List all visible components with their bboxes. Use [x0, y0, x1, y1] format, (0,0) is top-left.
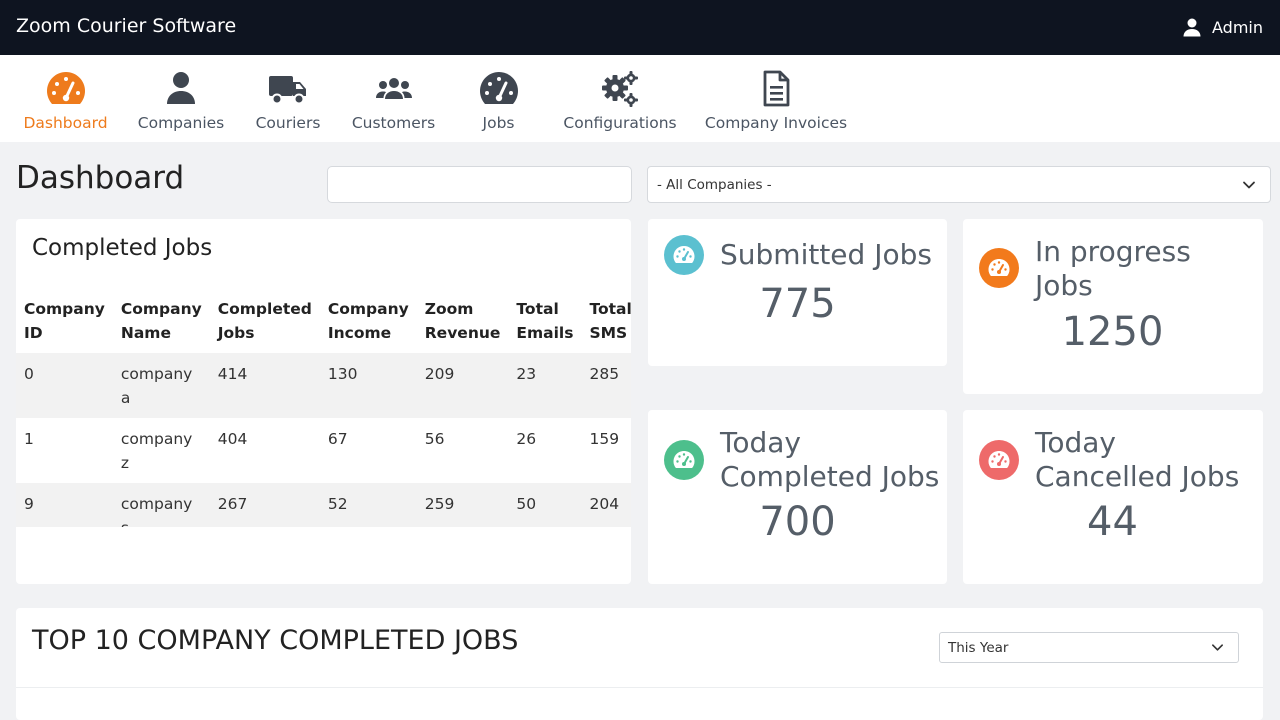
cell-company-id: 9	[16, 483, 113, 527]
nav-label: Customers	[351, 114, 436, 132]
user-icon	[1183, 18, 1201, 37]
nav-item-companies[interactable]: Companies	[137, 55, 225, 142]
table-row[interactable]: 9 company s 267 52 259 50 204	[16, 483, 631, 527]
user-menu[interactable]: Admin	[1182, 17, 1263, 37]
search-input[interactable]	[327, 166, 632, 203]
chevron-down-icon	[1243, 181, 1255, 189]
cell-total-emails: 23	[508, 353, 582, 418]
nav-label: Configurations	[563, 114, 677, 132]
truck-icon	[269, 76, 306, 105]
cell-company-income: 130	[319, 353, 417, 418]
cell-company-id: 1	[16, 418, 113, 483]
nav-item-configurations[interactable]: Configurations	[563, 55, 677, 142]
tachometer-icon	[673, 246, 695, 263]
cell-completed-jobs: 267	[209, 483, 320, 527]
column-header-company-id[interactable]: Company ID	[24, 300, 105, 342]
nav-label: Couriers	[255, 114, 321, 132]
cell-completed-jobs: 414	[209, 353, 320, 418]
card-divider	[16, 687, 1263, 688]
cell-company-income: 52	[319, 483, 417, 527]
column-header-completed-jobs[interactable]: Completed Jobs	[217, 300, 312, 342]
submitted-jobs-card: Submitted Jobs 775	[648, 219, 947, 366]
cell-company-id: 0	[16, 353, 113, 418]
user-name: Admin	[1212, 17, 1263, 37]
nav-label: Company Invoices	[704, 114, 848, 132]
cell-total-sms: 159	[581, 418, 631, 483]
nav-label: Dashboard	[23, 114, 108, 132]
tachometer-icon	[988, 451, 1010, 468]
company-filter-select[interactable]: - All Companies -	[647, 166, 1271, 203]
tachometer-icon	[479, 72, 518, 104]
app-title: Zoom Courier Software	[16, 15, 237, 37]
table-row[interactable]: 0 company a 414 130 209 23 285	[16, 353, 631, 418]
completed-jobs-table: Company ID Company Name Completed Jobs Comp…	[16, 293, 631, 527]
in-progress-jobs-badge	[979, 248, 1019, 288]
period-select[interactable]: This Year	[939, 632, 1239, 663]
cell-total-sms: 204	[581, 483, 631, 527]
cell-zoom-revenue: 259	[416, 483, 509, 527]
nav-label: Jobs	[482, 114, 515, 132]
cell-total-sms: 285	[581, 353, 631, 418]
today-cancelled-jobs-label: Today Cancelled Jobs	[1035, 426, 1240, 493]
completed-jobs-table-viewport[interactable]: Company ID Company Name Completed Jobs Comp…	[16, 219, 631, 527]
tachometer-icon	[46, 72, 85, 104]
top-10-title: TOP 10 COMPANY COMPLETED JOBS	[32, 625, 519, 656]
in-progress-jobs-value: 1250	[1061, 309, 1164, 355]
cell-total-emails: 26	[508, 418, 582, 483]
in-progress-jobs-label: In progress Jobs	[1035, 235, 1191, 302]
today-cancelled-jobs-card: Today Cancelled Jobs 44	[963, 410, 1263, 584]
cell-zoom-revenue: 209	[416, 353, 509, 418]
tachometer-icon	[988, 259, 1010, 276]
period-select-value: This Year	[948, 639, 1009, 656]
file-invoice-icon	[763, 70, 790, 107]
completed-jobs-card: Completed Jobs Company ID Company Name Com…	[16, 219, 631, 584]
nav-label: Companies	[137, 114, 225, 132]
user-icon	[167, 72, 195, 104]
top-10-company-completed-jobs-card: TOP 10 COMPANY COMPLETED JOBS This Year	[16, 608, 1263, 720]
gears-icon	[602, 71, 638, 107]
today-cancelled-jobs-badge	[979, 440, 1019, 480]
column-header-company-income[interactable]: Company Income	[327, 300, 409, 342]
column-header-zoom-revenue[interactable]: Zoom Revenue	[424, 300, 501, 342]
cell-completed-jobs: 404	[209, 418, 320, 483]
table-row[interactable]: 1 company z 404 67 56 26 159	[16, 418, 631, 483]
submitted-jobs-value: 775	[759, 281, 836, 327]
page-title: Dashboard	[16, 160, 185, 196]
today-completed-jobs-label: Today Completed Jobs	[720, 426, 940, 493]
column-header-total-emails[interactable]: Total Emails	[516, 300, 574, 342]
nav-item-jobs[interactable]: Jobs	[477, 55, 520, 142]
table-header-row: Company ID Company Name Completed Jobs Comp…	[16, 293, 631, 353]
cell-zoom-revenue: 56	[416, 418, 509, 483]
cell-company-name: company s	[112, 483, 210, 527]
today-completed-jobs-value: 700	[759, 499, 836, 545]
nav-item-customers[interactable]: Customers	[351, 55, 436, 142]
submitted-jobs-label: Submitted Jobs	[720, 238, 932, 271]
cell-company-name: company z	[112, 418, 210, 483]
nav-item-couriers[interactable]: Couriers	[256, 55, 320, 142]
company-filter-value: - All Companies -	[657, 176, 772, 193]
cell-company-income: 67	[319, 418, 417, 483]
top-bar: Zoom Courier Software Admin	[0, 0, 1280, 55]
nav-item-company-invoices[interactable]: Company Invoices	[704, 55, 848, 142]
main-nav: Dashboard Companies Couriers Customers J…	[0, 55, 1280, 142]
users-icon	[375, 78, 412, 99]
column-header-total-sms[interactable]: Total SMS	[589, 300, 631, 342]
cell-total-emails: 50	[508, 483, 582, 527]
column-header-company-name[interactable]: Company Name	[120, 300, 202, 342]
today-completed-jobs-badge	[664, 440, 704, 480]
nav-item-dashboard[interactable]: Dashboard	[23, 55, 108, 142]
tachometer-icon	[673, 451, 695, 468]
cell-company-name: company a	[112, 353, 210, 418]
today-cancelled-jobs-value: 44	[1087, 499, 1138, 545]
today-completed-jobs-card: Today Completed Jobs 700	[648, 410, 947, 584]
in-progress-jobs-card: In progress Jobs 1250	[963, 219, 1263, 394]
chevron-down-icon	[1212, 644, 1223, 651]
submitted-jobs-badge	[664, 235, 704, 275]
completed-jobs-title: Completed Jobs	[32, 235, 213, 261]
